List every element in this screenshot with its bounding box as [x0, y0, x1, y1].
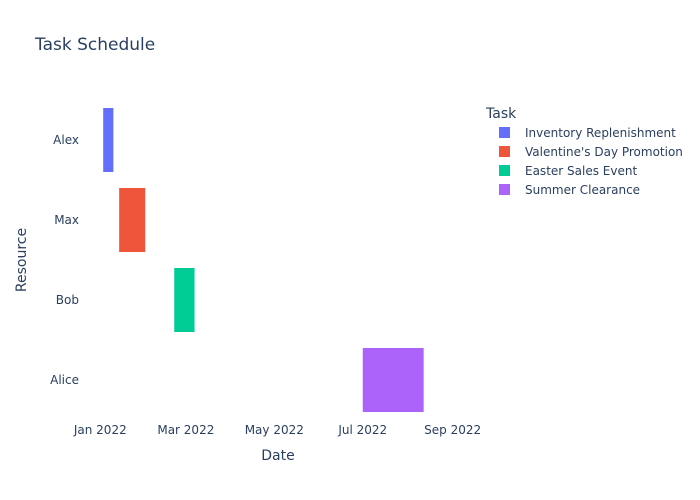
x-axis-title: Date — [261, 448, 294, 464]
legend-items: Inventory Replenishment Valentine's Day P… — [499, 126, 683, 197]
y-tick-label: Alice — [50, 373, 79, 387]
task-bar[interactable] — [103, 108, 114, 172]
y-axis-ticks: Alex Max Bob Alice — [50, 133, 79, 387]
legend-label: Summer Clearance — [525, 183, 640, 197]
legend-item[interactable]: Summer Clearance — [499, 183, 640, 197]
legend-swatch — [499, 184, 510, 195]
task-bar[interactable] — [174, 268, 195, 332]
x-axis-ticks: Jan 2022 Mar 2022 May 2022 Jul 2022 Sep 2022 — [73, 423, 481, 437]
y-tick-label: Max — [54, 213, 79, 227]
legend-label: Inventory Replenishment — [525, 126, 676, 140]
task-bar[interactable] — [119, 188, 146, 252]
task-bar[interactable] — [362, 348, 424, 412]
y-tick-label: Alex — [53, 133, 79, 147]
bars-group — [103, 108, 424, 412]
x-tick-label: Sep 2022 — [424, 423, 481, 437]
legend-label: Valentine's Day Promotion — [525, 145, 683, 159]
x-tick-label: May 2022 — [245, 423, 304, 437]
legend-swatch — [499, 127, 510, 138]
x-tick-label: Mar 2022 — [157, 423, 214, 437]
y-axis-title: Resource — [14, 228, 30, 292]
x-tick-label: Jan 2022 — [73, 423, 127, 437]
legend[interactable]: Task Inventory Replenishment Valentine's … — [485, 106, 683, 197]
legend-label: Easter Sales Event — [525, 164, 637, 178]
x-tick-label: Jul 2022 — [337, 423, 387, 437]
y-tick-label: Bob — [56, 293, 79, 307]
legend-swatch — [499, 146, 510, 157]
chart-title: Task Schedule — [34, 35, 155, 55]
legend-swatch — [499, 165, 510, 176]
legend-title: Task — [485, 106, 517, 122]
legend-item[interactable]: Easter Sales Event — [499, 164, 637, 178]
legend-item[interactable]: Valentine's Day Promotion — [499, 145, 683, 159]
legend-item[interactable]: Inventory Replenishment — [499, 126, 676, 140]
